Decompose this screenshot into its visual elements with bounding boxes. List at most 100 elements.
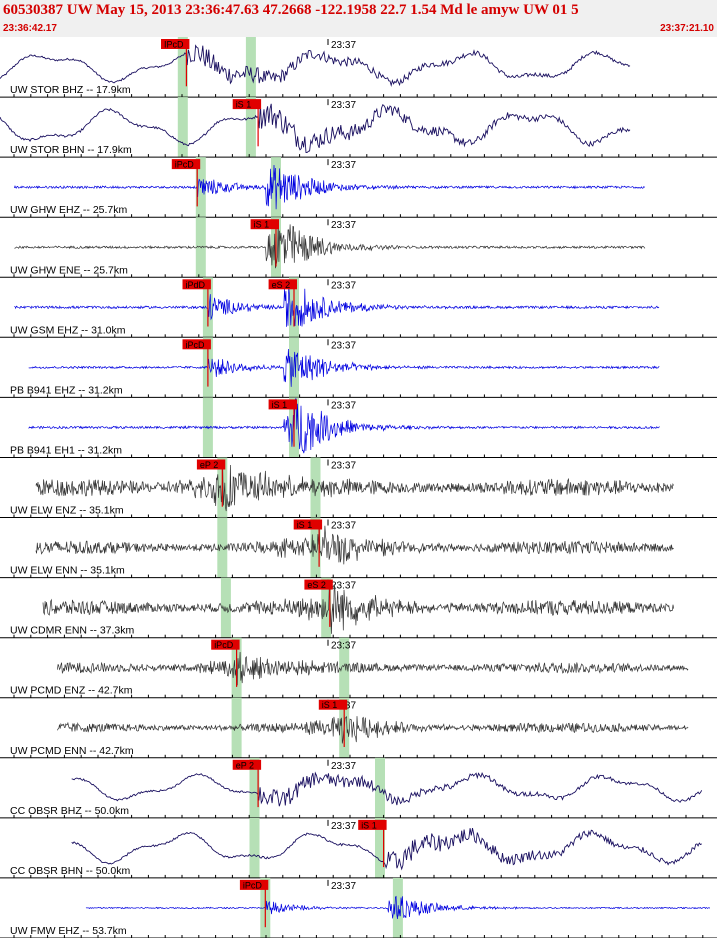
phase-pick-box xyxy=(182,339,211,350)
trace-label: UW FMW EHZ -- 53.7km xyxy=(10,925,127,937)
phase-pick-box xyxy=(211,639,240,650)
trace-row: 23:37 eS 2 UW CDMR ENN -- 37.3km xyxy=(0,577,717,639)
phase-pick-label: IPcD xyxy=(164,40,184,50)
trace-label: UW ELW ENZ -- 35.1km xyxy=(10,505,124,517)
phase-pick-label: eS 2 xyxy=(272,280,291,290)
end-time: 23:37:21.10 xyxy=(660,23,714,34)
start-time: 23:36:42.17 xyxy=(3,23,57,34)
minute-label: 23:37 xyxy=(331,220,356,231)
minute-label: 23:37 xyxy=(331,881,356,892)
phase-pick-box xyxy=(171,159,201,170)
phase-pick-box xyxy=(250,219,279,230)
trace-row: 23:37 iS 1 PB B941 EH1 -- 31.2km xyxy=(0,397,717,458)
trace-label: UW PCMD ENN -- 42.7km xyxy=(10,745,134,757)
trace-row: 23:37 IPcD UW STOR BHZ -- 17.9km xyxy=(0,37,717,98)
header-bar: 60530387 UW May 15, 2013 23:36:47.63 47.… xyxy=(0,0,717,37)
phase-pick-box xyxy=(358,819,387,830)
phase-pick-box xyxy=(304,579,333,590)
phase-pick-label: eS 2 xyxy=(307,580,326,590)
waveform-trace xyxy=(13,164,646,210)
phase-pick-box xyxy=(268,399,297,410)
seismogram-plot: 23:37 IPcD UW STOR BHZ -- 17.9km 23:37 iS 1 U… xyxy=(0,37,717,938)
minute-label: 23:37 xyxy=(331,581,356,592)
minute-label: 23:37 xyxy=(331,521,356,532)
trace-label: UW ELW ENN -- 35.1km xyxy=(10,565,125,577)
trace-label: UW PCMD ENZ -- 42.7km xyxy=(10,685,133,697)
phase-pick-label: iPcD xyxy=(186,340,206,350)
minute-label: 23:37 xyxy=(331,821,356,832)
trace-label: UW STOR BHN -- 17.9km xyxy=(10,144,132,156)
phase-window xyxy=(177,97,188,158)
trace-row: 23:37 iPcD UW PCMD ENZ -- 42.7km xyxy=(0,637,717,699)
phase-window xyxy=(177,37,188,98)
phase-pick-label: iPdD xyxy=(186,280,206,290)
phase-pick-label: iS 1 xyxy=(254,220,270,230)
event-title: 60530387 UW May 15, 2013 23:36:47.63 47.… xyxy=(3,2,579,18)
waveform-trace xyxy=(28,398,660,454)
phase-pick-box xyxy=(293,519,323,530)
phase-window xyxy=(245,37,256,98)
trace-label: UW GHW EHZ -- 25.7km xyxy=(10,204,128,216)
phase-window xyxy=(375,757,385,818)
phase-pick-label: iS 1 xyxy=(272,400,288,410)
phase-pick-label: iS 1 xyxy=(297,520,313,530)
trace-label: UW STOR BHZ -- 17.9km xyxy=(10,84,131,96)
waveform-trace xyxy=(85,895,710,920)
phase-window xyxy=(245,97,256,158)
trace-row: 23:37 eP 2 UW ELW ENZ -- 35.1km xyxy=(0,457,717,518)
trace-row: 23:37 iPcD UW GHW EHZ -- 25.7km xyxy=(0,157,717,218)
phase-window xyxy=(249,757,260,818)
phase-pick-box xyxy=(232,99,262,110)
waveform-trace xyxy=(35,525,674,565)
phase-pick-label: iS 1 xyxy=(322,700,338,710)
minute-label: 23:37 xyxy=(331,160,356,171)
trace-label: UW CDMR ENN -- 37.3km xyxy=(10,625,135,637)
phase-pick-label: iS 1 xyxy=(361,820,377,830)
trace-label: UW GSM EHZ -- 31.0km xyxy=(10,324,126,336)
phase-pick-label: iPcD xyxy=(214,640,234,650)
phase-pick-box xyxy=(239,879,269,890)
trace-label: PB B941 EHZ -- 31.2km xyxy=(10,384,123,396)
phase-window xyxy=(321,577,332,638)
trace-label: CC OBSR BHN -- 50.0km xyxy=(10,865,130,877)
waveform-trace xyxy=(0,103,631,153)
phase-pick-label: iPcD xyxy=(175,160,195,170)
waveform-trace xyxy=(0,44,631,88)
trace-row: 23:37 iS 1 UW STOR BHN -- 17.9km xyxy=(0,97,717,158)
phase-pick-box xyxy=(268,279,297,290)
phase-pick-label: eP 2 xyxy=(236,760,254,770)
minute-label: 23:37 xyxy=(331,340,356,351)
minute-label: 23:37 xyxy=(331,641,356,652)
waveform-trace xyxy=(14,286,660,327)
minute-label: 23:37 xyxy=(331,761,356,772)
phase-window xyxy=(220,577,231,638)
waveform-trace xyxy=(28,348,660,387)
phase-pick-box xyxy=(161,39,190,49)
trace-row: 23:37 iS 1 UW ELW ENN -- 35.1km xyxy=(0,517,717,579)
waveform-trace xyxy=(35,464,674,512)
phase-pick-box xyxy=(318,699,348,710)
trace-label: CC OBSR BHZ -- 50.0km xyxy=(10,805,129,817)
phase-pick-box xyxy=(196,459,226,470)
waveform-trace xyxy=(57,651,689,686)
phase-pick-label: iPcD xyxy=(243,880,263,890)
phase-window xyxy=(339,637,350,698)
trace-row: 23:37 iPcD PB B941 EHZ -- 31.2km xyxy=(0,337,717,398)
minute-label: 23:37 xyxy=(331,100,356,111)
phase-pick-label: eP 2 xyxy=(200,460,218,470)
trace-label: UW GHW ENE -- 25.7km xyxy=(10,264,128,276)
trace-row: 23:37 iS 1 UW GHW ENE -- 25.7km xyxy=(0,217,717,278)
minute-label: 23:37 xyxy=(331,40,356,51)
minute-label: 23:37 xyxy=(331,461,356,472)
phase-pick-box xyxy=(182,279,211,290)
trace-row: 23:37 iS 1 CC OBSR BHN -- 50.0km xyxy=(0,817,717,879)
phase-window xyxy=(310,457,321,518)
waveform-trace xyxy=(57,716,689,744)
trace-row: 23:37 eP 2 CC OBSR BHZ -- 50.0km xyxy=(0,757,717,819)
waveform-trace xyxy=(14,221,646,269)
phase-pick-box xyxy=(232,759,262,770)
trace-label: PB B941 EH1 -- 31.2km xyxy=(10,445,122,457)
minute-label: 23:37 xyxy=(331,280,356,291)
minute-label: 23:37 xyxy=(331,400,356,411)
